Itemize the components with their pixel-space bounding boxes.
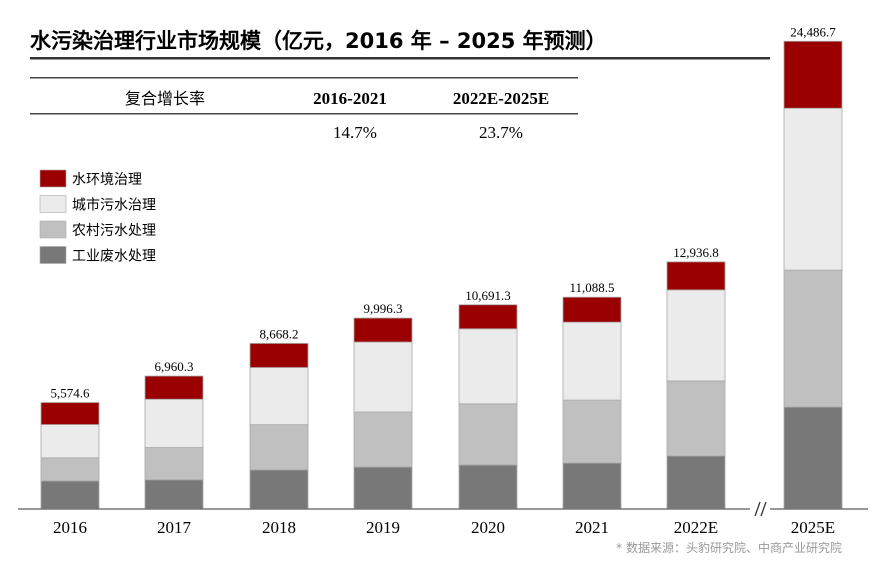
bar-segment [783, 406, 843, 510]
bar-segment [144, 447, 204, 481]
bar-segment [249, 424, 309, 471]
legend-swatch [39, 169, 67, 188]
bar-stack-2017: 6,960.3 2017 [144, 359, 204, 537]
chart-title: 水污染治理行业市场规模（亿元，2016 年 – 2025 年预测） [30, 29, 607, 53]
legend-label: 城市污水治理 [72, 197, 156, 214]
bar-stack-2022E: 12,936.8 2022E [666, 245, 726, 537]
legend-item: 水环境治理 [39, 169, 142, 188]
legend-label: 水环境治理 [72, 172, 142, 188]
bar-segment [458, 403, 518, 466]
legend-item: 农村污水处理 [39, 220, 156, 239]
bar-segment [40, 480, 100, 510]
x-tick-label: 2018 [262, 518, 296, 537]
bar-segment [562, 462, 622, 510]
bar-segment [783, 40, 843, 109]
cagr-header-1: 2016-2021 [313, 89, 387, 108]
total-label: 5,574.6 [51, 386, 91, 401]
table-top-rule [30, 77, 578, 79]
total-label: 24,486.7 [790, 24, 836, 39]
total-label: 11,088.5 [569, 280, 614, 295]
legend-swatch [39, 246, 67, 264]
legend-swatch [39, 220, 67, 239]
bar-segment [40, 424, 100, 459]
bar-segment [144, 479, 204, 510]
bar-segment [144, 375, 204, 400]
bar-stack-2019: 9,996.3 2019 [353, 301, 413, 537]
x-tick-label: 2019 [366, 518, 400, 537]
bar-segment [666, 261, 726, 291]
bar-segment [353, 411, 413, 468]
x-tick-label: 2025E [791, 518, 835, 537]
bar-segment [40, 402, 100, 425]
legend-item: 工业废水处理 [39, 246, 156, 265]
bar-segment [783, 269, 843, 408]
cagr-value-2: 23.7% [479, 123, 523, 142]
bar-segment [458, 464, 518, 510]
bar-segment [666, 289, 726, 382]
bar-segment [458, 304, 518, 330]
table-header-rule [30, 113, 578, 115]
bar-stack-2018: 8,668.2 2018 [249, 326, 309, 537]
bar-segment [458, 328, 518, 405]
bar-stack-2020: 10,691.3 2020 [458, 288, 518, 537]
legend-swatch [39, 195, 67, 213]
x-tick-label: 2021 [575, 518, 609, 537]
total-label: 8,668.2 [260, 326, 299, 341]
bar-stack-2021: 11,088.5 2021 [562, 280, 622, 537]
bars: 5,574.6 2016 6,960.3 2017 8,668.2 2018 9,996.3… [40, 24, 843, 537]
bar-segment [40, 457, 100, 482]
bar-segment [562, 399, 622, 464]
bar-segment [783, 107, 843, 271]
x-tick-label: 2017 [157, 518, 192, 537]
x-tick-label: 2016 [53, 518, 87, 537]
bar-segment [353, 317, 413, 343]
bar-stack-2025E: 24,486.7 2025E [783, 24, 843, 537]
total-label: 9,996.3 [364, 301, 403, 316]
bar-segment [353, 466, 413, 510]
bar-stack-2016: 5,574.6 2016 [40, 386, 100, 537]
x-tick-label: 2022E [674, 518, 718, 537]
bar-segment [249, 469, 309, 510]
bar-segment [353, 341, 413, 413]
bar-segment [249, 343, 309, 368]
bar-segment [666, 455, 726, 510]
legend-label: 农村污水处理 [72, 223, 156, 239]
legend-item: 城市污水治理 [39, 195, 156, 214]
bar-segment [144, 398, 204, 448]
bar-segment [666, 380, 726, 457]
total-label: 12,936.8 [673, 245, 719, 260]
cagr-value-1: 14.7% [333, 123, 377, 142]
bar-segment [249, 367, 309, 426]
cagr-row-label: 复合增长率 [125, 89, 205, 108]
title-underline [30, 57, 770, 60]
x-tick-label: 2020 [471, 518, 505, 537]
legend-label: 工业废水处理 [72, 249, 156, 265]
cagr-header-2: 2022E-2025E [453, 89, 549, 108]
total-label: 6,960.3 [155, 359, 194, 374]
axis-break-icon [750, 500, 770, 517]
total-label: 10,691.3 [465, 288, 511, 303]
bar-segment [562, 296, 622, 323]
source-note: * 数据来源：头豹研究院、中商产业研究院 [616, 540, 842, 555]
bar-segment [562, 321, 622, 401]
